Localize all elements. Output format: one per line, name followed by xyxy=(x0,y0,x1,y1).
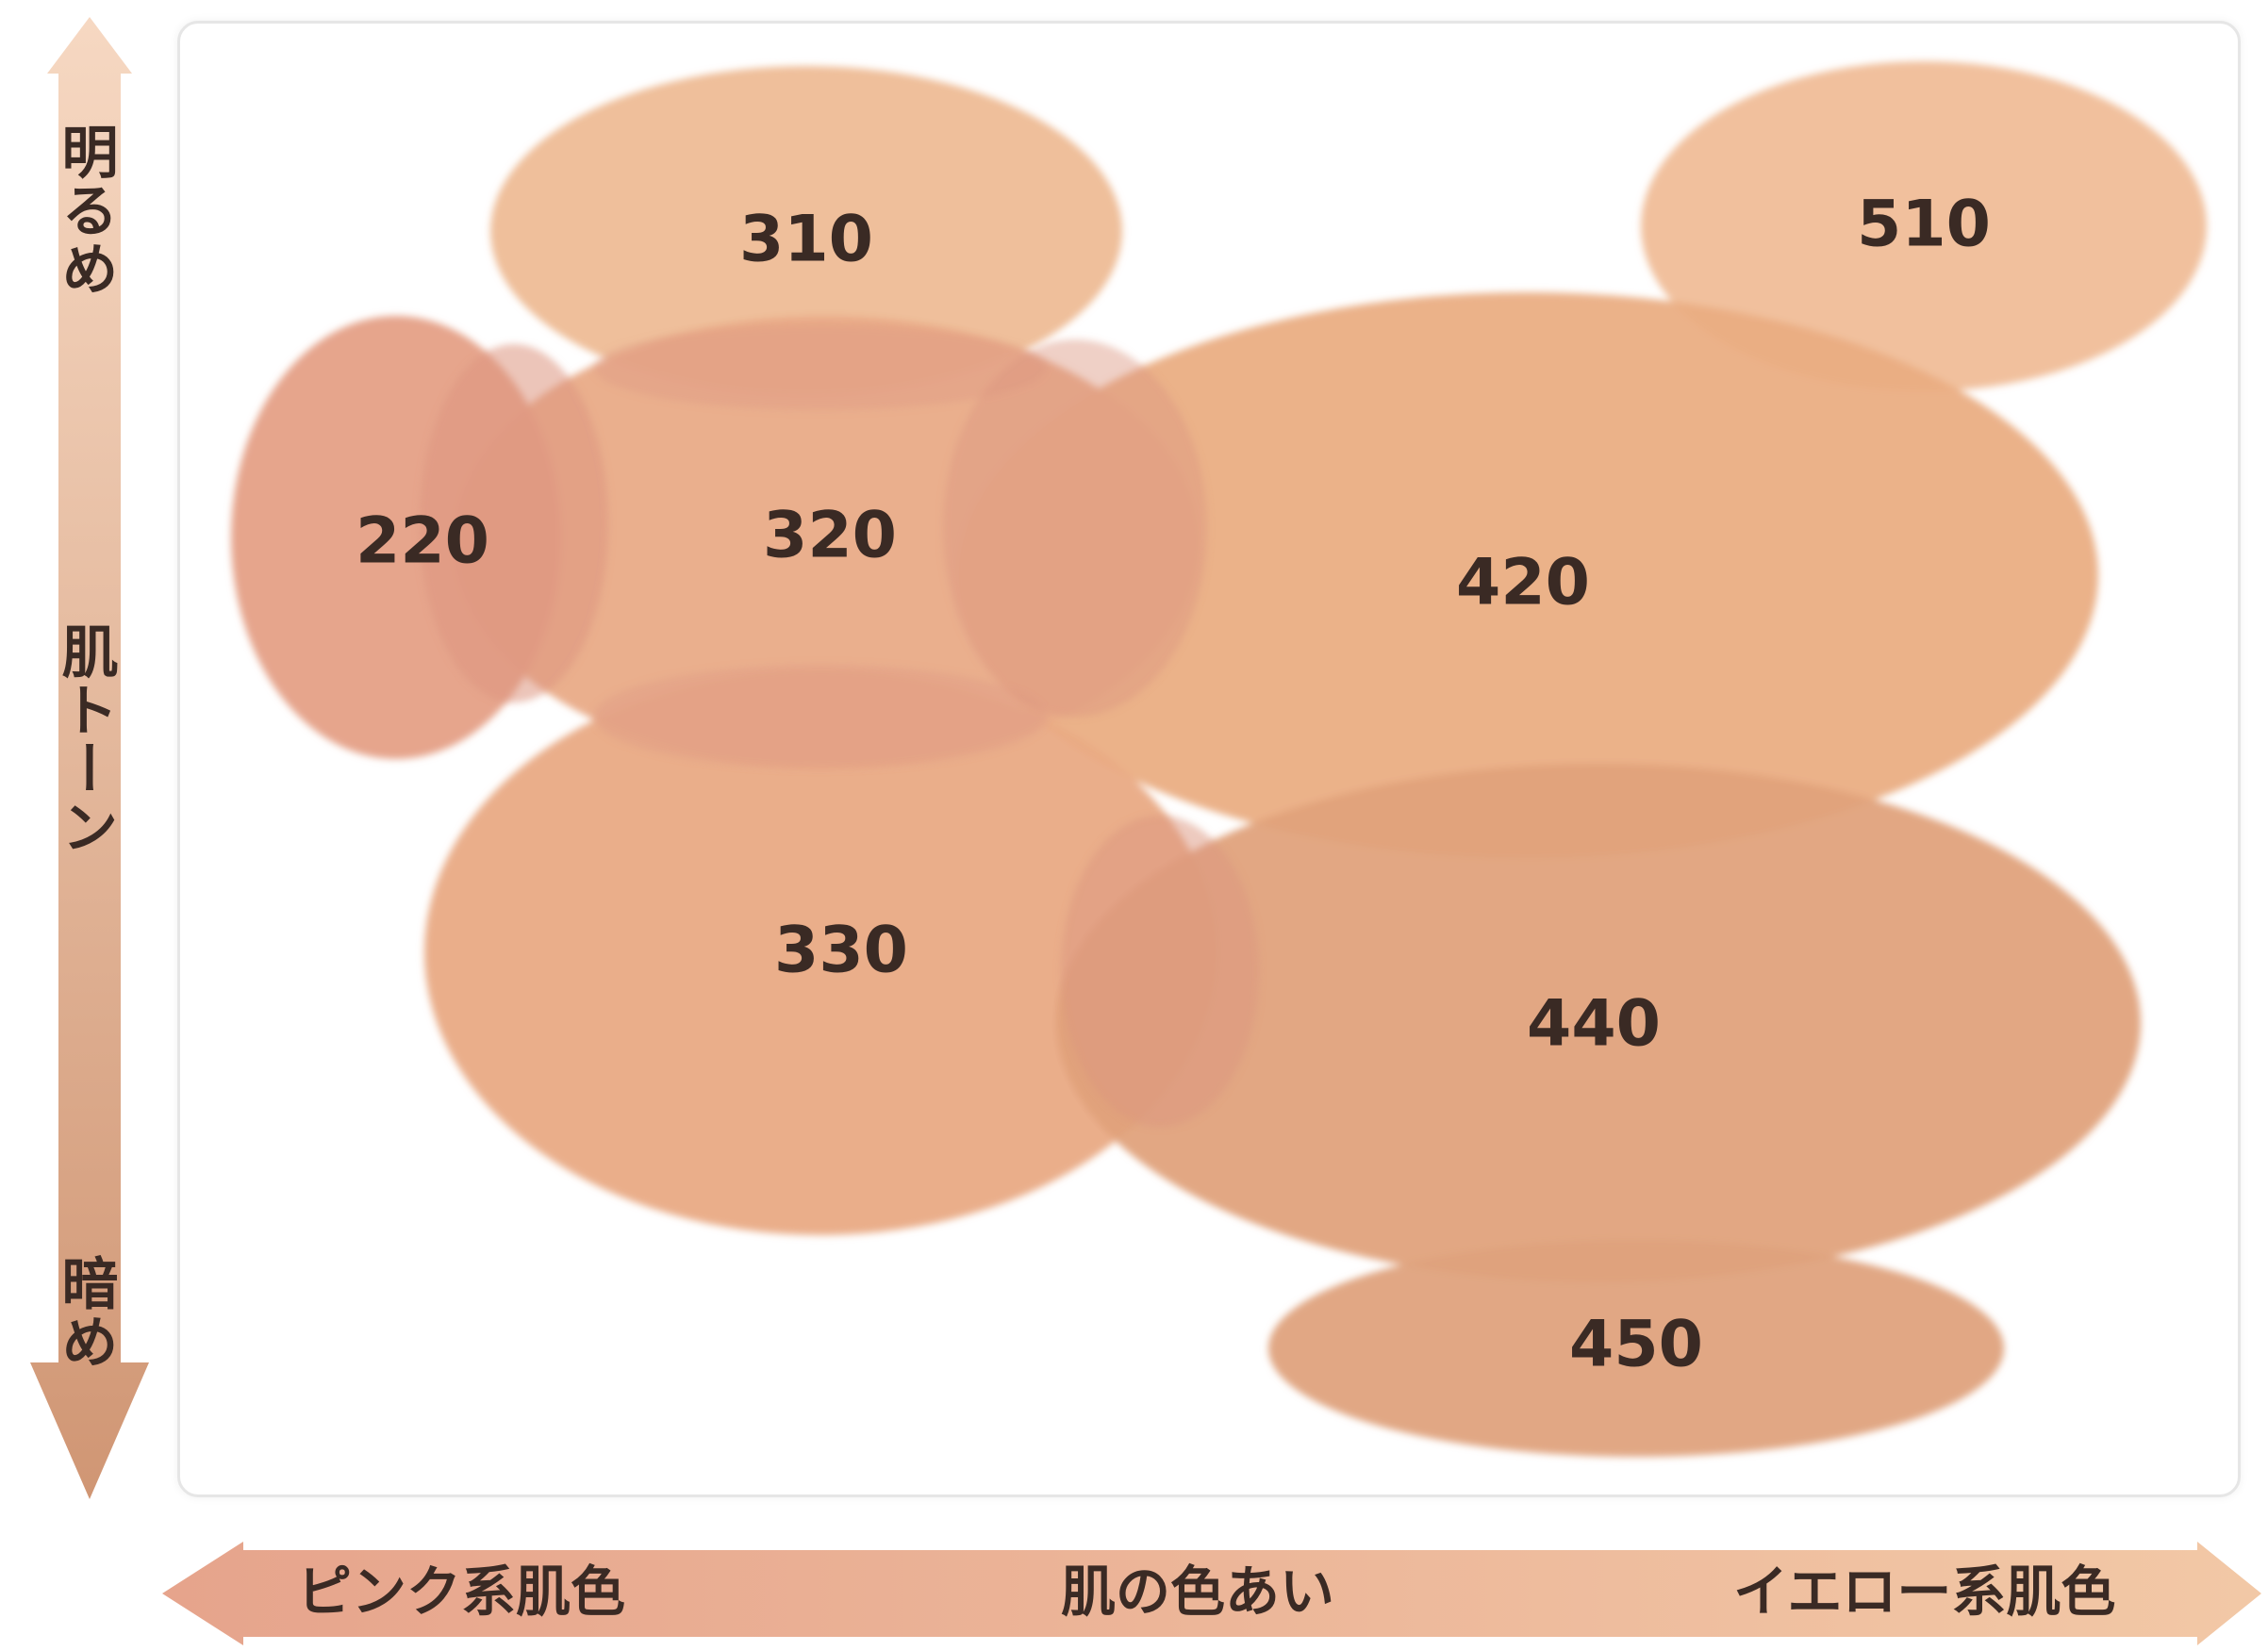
shade-ellipse-420 xyxy=(957,292,2098,858)
shade-ellipse-510 xyxy=(1641,61,2207,391)
shade-ellipse-450 xyxy=(1268,1240,2004,1457)
shade-ellipse-310 xyxy=(490,66,1122,396)
shade-ellipses xyxy=(231,61,2207,1457)
axis-label-pink: ピンク系肌色 xyxy=(297,1560,626,1624)
shade-label-440: 440 xyxy=(1527,987,1661,1062)
overlap-310-320 xyxy=(594,325,1047,410)
shade-label-310: 310 xyxy=(739,203,873,277)
shade-labels: 310 510 220 320 420 330 440 450 xyxy=(356,188,1991,1382)
vertical-arrow xyxy=(30,17,149,1499)
horizontal-arrow xyxy=(162,1542,2261,1645)
shade-label-510: 510 xyxy=(1857,188,1991,262)
axis-label-bright: 明るめ xyxy=(52,123,118,298)
shade-label-450: 450 xyxy=(1569,1308,1703,1382)
axis-label-hue: 肌の色あい xyxy=(1061,1560,1335,1624)
axis-label-yellow: イエロー系肌色 xyxy=(1733,1560,2116,1624)
shade-label-220: 220 xyxy=(356,504,489,579)
shade-ellipse-330 xyxy=(424,669,1217,1235)
shade-label-320: 320 xyxy=(763,499,897,573)
overlap-320-330 xyxy=(594,665,1047,768)
axis-label-dark: 暗め xyxy=(52,1254,118,1371)
shade-label-420: 420 xyxy=(1456,546,1590,620)
axis-label-skin-tone: 肌トーン xyxy=(52,622,118,856)
shade-label-330: 330 xyxy=(774,914,908,988)
shade-ellipse-440 xyxy=(1056,764,2141,1282)
overlap-330-440 xyxy=(1061,816,1259,1127)
overlap-320-420 xyxy=(943,339,1207,717)
overlap-220-320 xyxy=(420,344,608,702)
overlap-tints xyxy=(420,325,1259,1127)
